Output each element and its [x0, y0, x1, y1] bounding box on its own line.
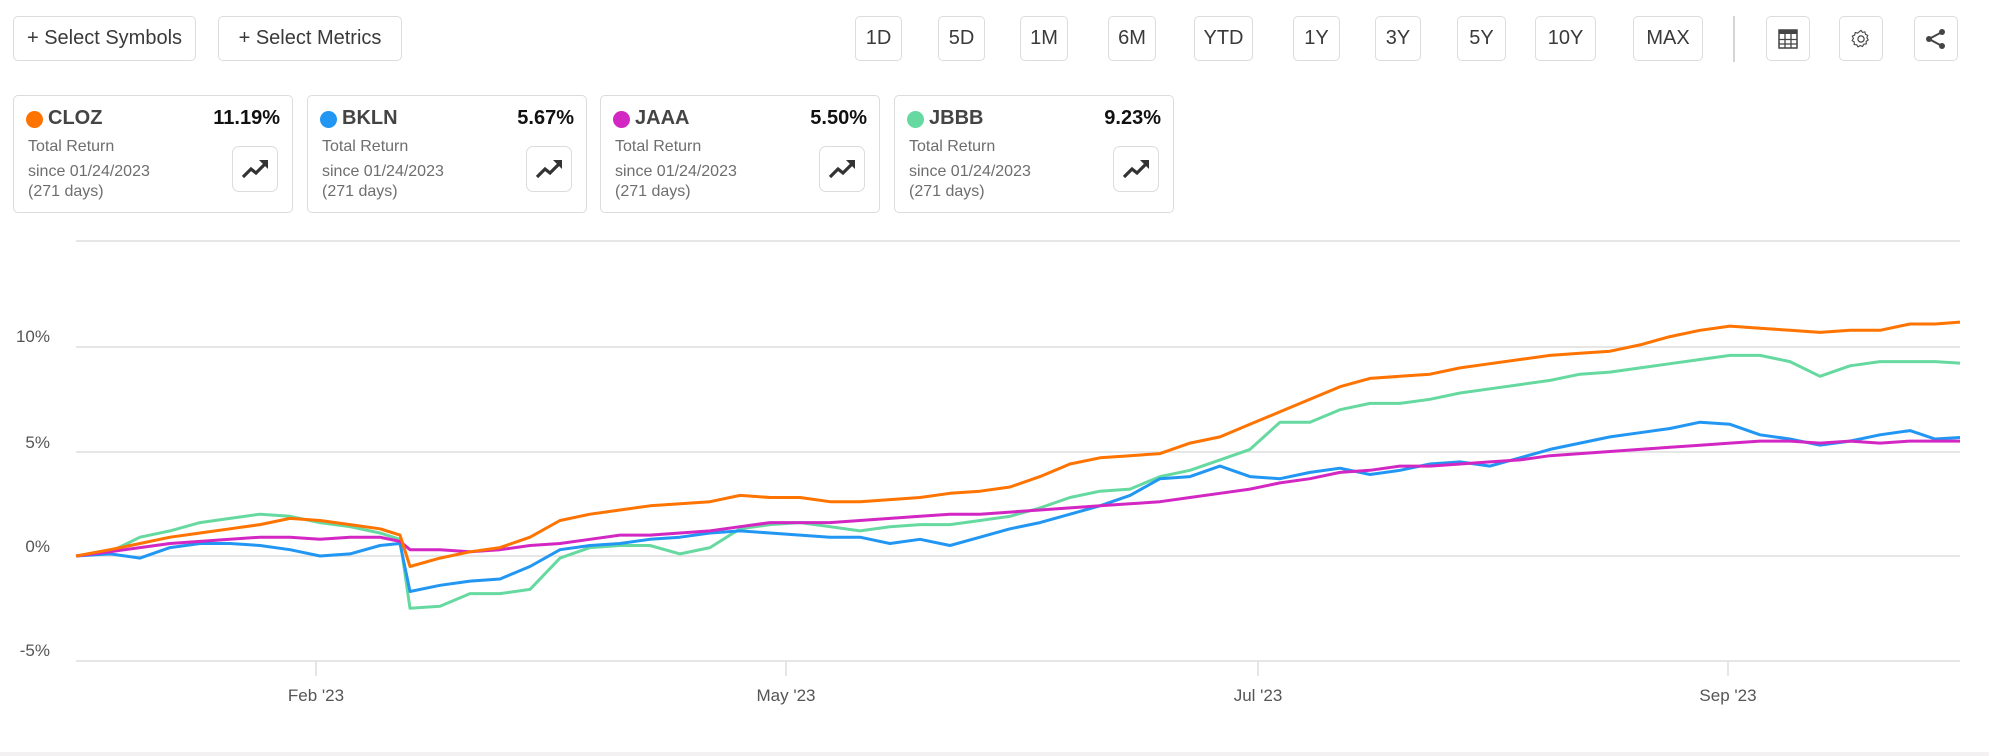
- series-line-bkln[interactable]: [75, 420, 1961, 593]
- trending-up-icon: [241, 160, 268, 179]
- range-5d-button[interactable]: 5D: [938, 16, 985, 61]
- series-line-cloz[interactable]: [75, 320, 1961, 568]
- x-axis-ticks: [315, 661, 1729, 676]
- series-color-dot: [320, 111, 337, 128]
- card-return-value: 5.50%: [810, 107, 867, 129]
- trend-button[interactable]: [819, 146, 865, 192]
- card-return-value: 5.67%: [517, 107, 574, 129]
- range-3y-button[interactable]: 3Y: [1375, 16, 1421, 61]
- card-symbol: JBBB: [929, 107, 984, 129]
- table-view-button[interactable]: [1766, 16, 1810, 61]
- gear-icon: [1851, 29, 1869, 47]
- trend-button[interactable]: [526, 146, 572, 192]
- range-1m-button[interactable]: 1M: [1020, 16, 1068, 61]
- card-symbol: BKLN: [342, 107, 398, 129]
- y-tick-label: 10%: [15, 327, 50, 346]
- card-metric-label: Total Return: [909, 138, 996, 155]
- series-color-dot: [26, 111, 43, 128]
- trending-up-icon: [1122, 160, 1149, 179]
- settings-button[interactable]: [1839, 16, 1883, 61]
- range-1d-button[interactable]: 1D: [855, 16, 902, 61]
- card-metric-label: Total Return: [322, 138, 409, 155]
- y-tick-label: 5%: [25, 433, 50, 452]
- legend-card-jbbb[interactable]: JBBB 9.23% Total Return since 01/24/2023…: [894, 95, 1174, 213]
- share-icon: [1926, 28, 1945, 49]
- gridlines: [76, 240, 1960, 662]
- toolbar-divider: [1733, 16, 1735, 62]
- x-tick-label: Sep '23: [1699, 686, 1757, 705]
- series-line-jaaa[interactable]: [75, 439, 1960, 558]
- card-days: (271 days): [28, 183, 104, 200]
- card-days: (271 days): [909, 183, 985, 200]
- trend-button[interactable]: [232, 146, 278, 192]
- y-tick-label: -5%: [19, 641, 50, 660]
- trending-up-icon: [828, 160, 855, 179]
- select-symbols-button[interactable]: + Select Symbols: [13, 16, 196, 61]
- legend-card-cloz[interactable]: CLOZ 11.19% Total Return since 01/24/202…: [13, 95, 293, 213]
- card-since-date: since 01/24/2023: [28, 163, 150, 180]
- series-color-dot: [907, 111, 924, 128]
- card-metric-label: Total Return: [615, 138, 702, 155]
- range-max-button[interactable]: MAX: [1633, 16, 1703, 61]
- share-button[interactable]: [1914, 16, 1958, 61]
- x-tick-label: May '23: [756, 686, 816, 705]
- y-tick-label: 0%: [25, 537, 50, 556]
- card-since-date: since 01/24/2023: [909, 163, 1031, 180]
- x-tick-label: Feb '23: [287, 686, 345, 705]
- series-lines: [75, 320, 1961, 610]
- legend-card-bkln[interactable]: BKLN 5.67% Total Return since 01/24/2023…: [307, 95, 587, 213]
- series-color-dot: [613, 111, 630, 128]
- range-ytd-button[interactable]: YTD: [1194, 16, 1253, 61]
- trending-up-icon: [535, 160, 562, 179]
- card-return-value: 11.19%: [213, 107, 280, 129]
- select-metrics-button[interactable]: + Select Metrics: [218, 16, 402, 61]
- card-metric-label: Total Return: [28, 138, 115, 155]
- card-symbol: JAAA: [635, 107, 690, 129]
- card-days: (271 days): [322, 183, 398, 200]
- card-since-date: since 01/24/2023: [322, 163, 444, 180]
- card-return-value: 9.23%: [1104, 107, 1161, 129]
- card-symbol: CLOZ: [48, 107, 103, 129]
- x-tick-label: Jul '23: [1233, 686, 1283, 705]
- bottom-border: [0, 752, 1989, 756]
- table-icon: [1778, 28, 1798, 49]
- range-5y-button[interactable]: 5Y: [1457, 16, 1506, 61]
- card-days: (271 days): [615, 183, 691, 200]
- range-1y-button[interactable]: 1Y: [1293, 16, 1340, 61]
- range-6m-button[interactable]: 6M: [1108, 16, 1156, 61]
- trend-button[interactable]: [1113, 146, 1159, 192]
- legend-card-jaaa[interactable]: JAAA 5.50% Total Return since 01/24/2023…: [600, 95, 880, 213]
- card-since-date: since 01/24/2023: [615, 163, 737, 180]
- range-10y-button[interactable]: 10Y: [1535, 16, 1596, 61]
- series-line-jbbb[interactable]: [75, 353, 1961, 610]
